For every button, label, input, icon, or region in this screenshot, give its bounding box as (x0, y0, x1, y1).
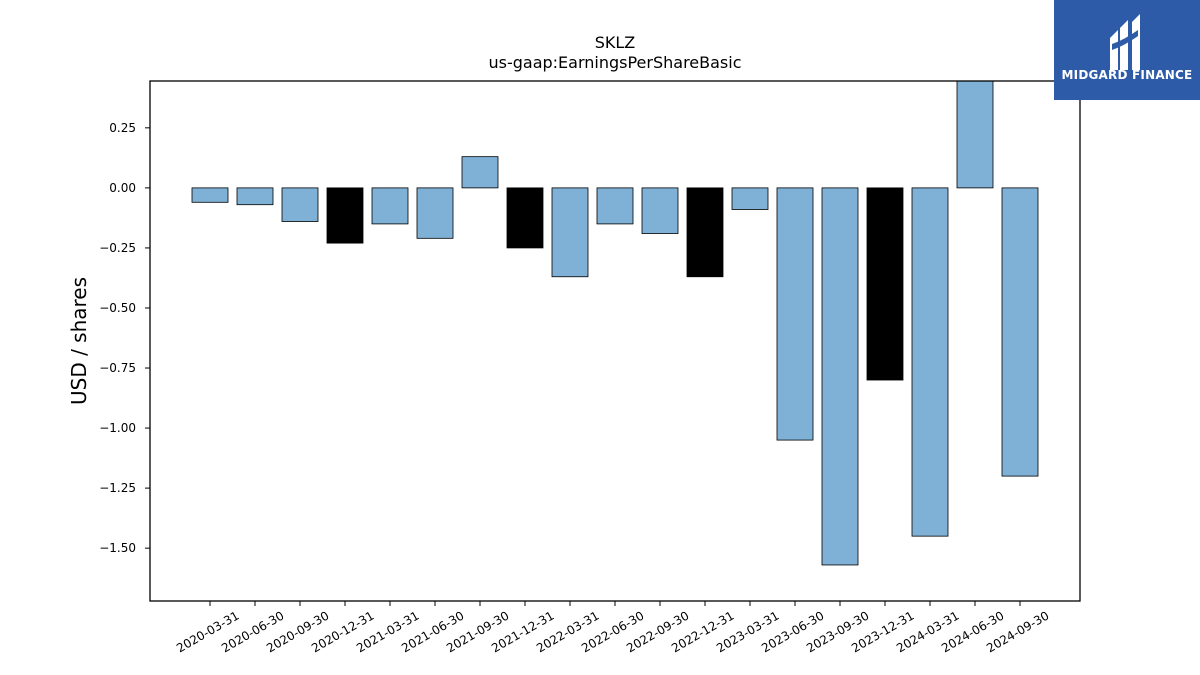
bar-2023-06-30 (776, 187, 814, 441)
chart-title: SKLZ (595, 33, 636, 52)
bar-2023-09-30 (821, 187, 859, 566)
y-tick-label: −1.50 (99, 541, 136, 555)
bar-2021-12-31 (506, 187, 544, 249)
bar-2023-03-31 (731, 187, 769, 210)
bar-2021-06-30 (416, 187, 454, 239)
bar-2022-03-31 (551, 187, 589, 278)
y-tick-label: −0.50 (99, 301, 136, 315)
bar-2024-09-30 (1001, 187, 1039, 477)
bar-2020-06-30 (236, 187, 274, 206)
y-tick-label: 0.25 (109, 121, 136, 135)
plot-frame (149, 80, 1081, 602)
bar-2022-09-30 (641, 187, 679, 234)
y-axis-label: USD / shares (67, 277, 91, 405)
y-tick-label: −0.75 (99, 361, 136, 375)
y-tick-label: −0.25 (99, 241, 136, 255)
bar-2021-09-30 (461, 156, 499, 189)
bar-2022-06-30 (596, 187, 634, 225)
midgard-logo-icon (1110, 14, 1140, 70)
bar-2020-09-30 (281, 187, 319, 222)
bar-2024-06-30 (956, 81, 994, 189)
x-ticks-group: 2020-03-312020-06-302020-09-302020-12-31… (174, 601, 1052, 655)
y-tick-label: 0.00 (109, 181, 136, 195)
midgard-finance-logo: MIDGARD FINANCE (1054, 0, 1200, 100)
bars-group (191, 81, 1039, 566)
y-tick-label: −1.25 (99, 481, 136, 495)
bar-2020-12-31 (326, 187, 364, 244)
bar-2020-03-31 (191, 187, 229, 203)
bar-2023-12-31 (866, 187, 904, 381)
bar-2021-03-31 (371, 187, 409, 225)
y-tick-label: −1.00 (99, 421, 136, 435)
bar-2024-03-31 (911, 187, 949, 537)
bar-2022-12-31 (686, 187, 724, 278)
chart-subtitle: us-gaap:EarningsPerShareBasic (488, 53, 741, 72)
y-ticks-group: 0.25 0.00 −0.25 −0.50 −0.75 −1.00 −1.25 −1.50 (99, 121, 150, 555)
logo-text: MIDGARD FINANCE (1061, 68, 1193, 82)
